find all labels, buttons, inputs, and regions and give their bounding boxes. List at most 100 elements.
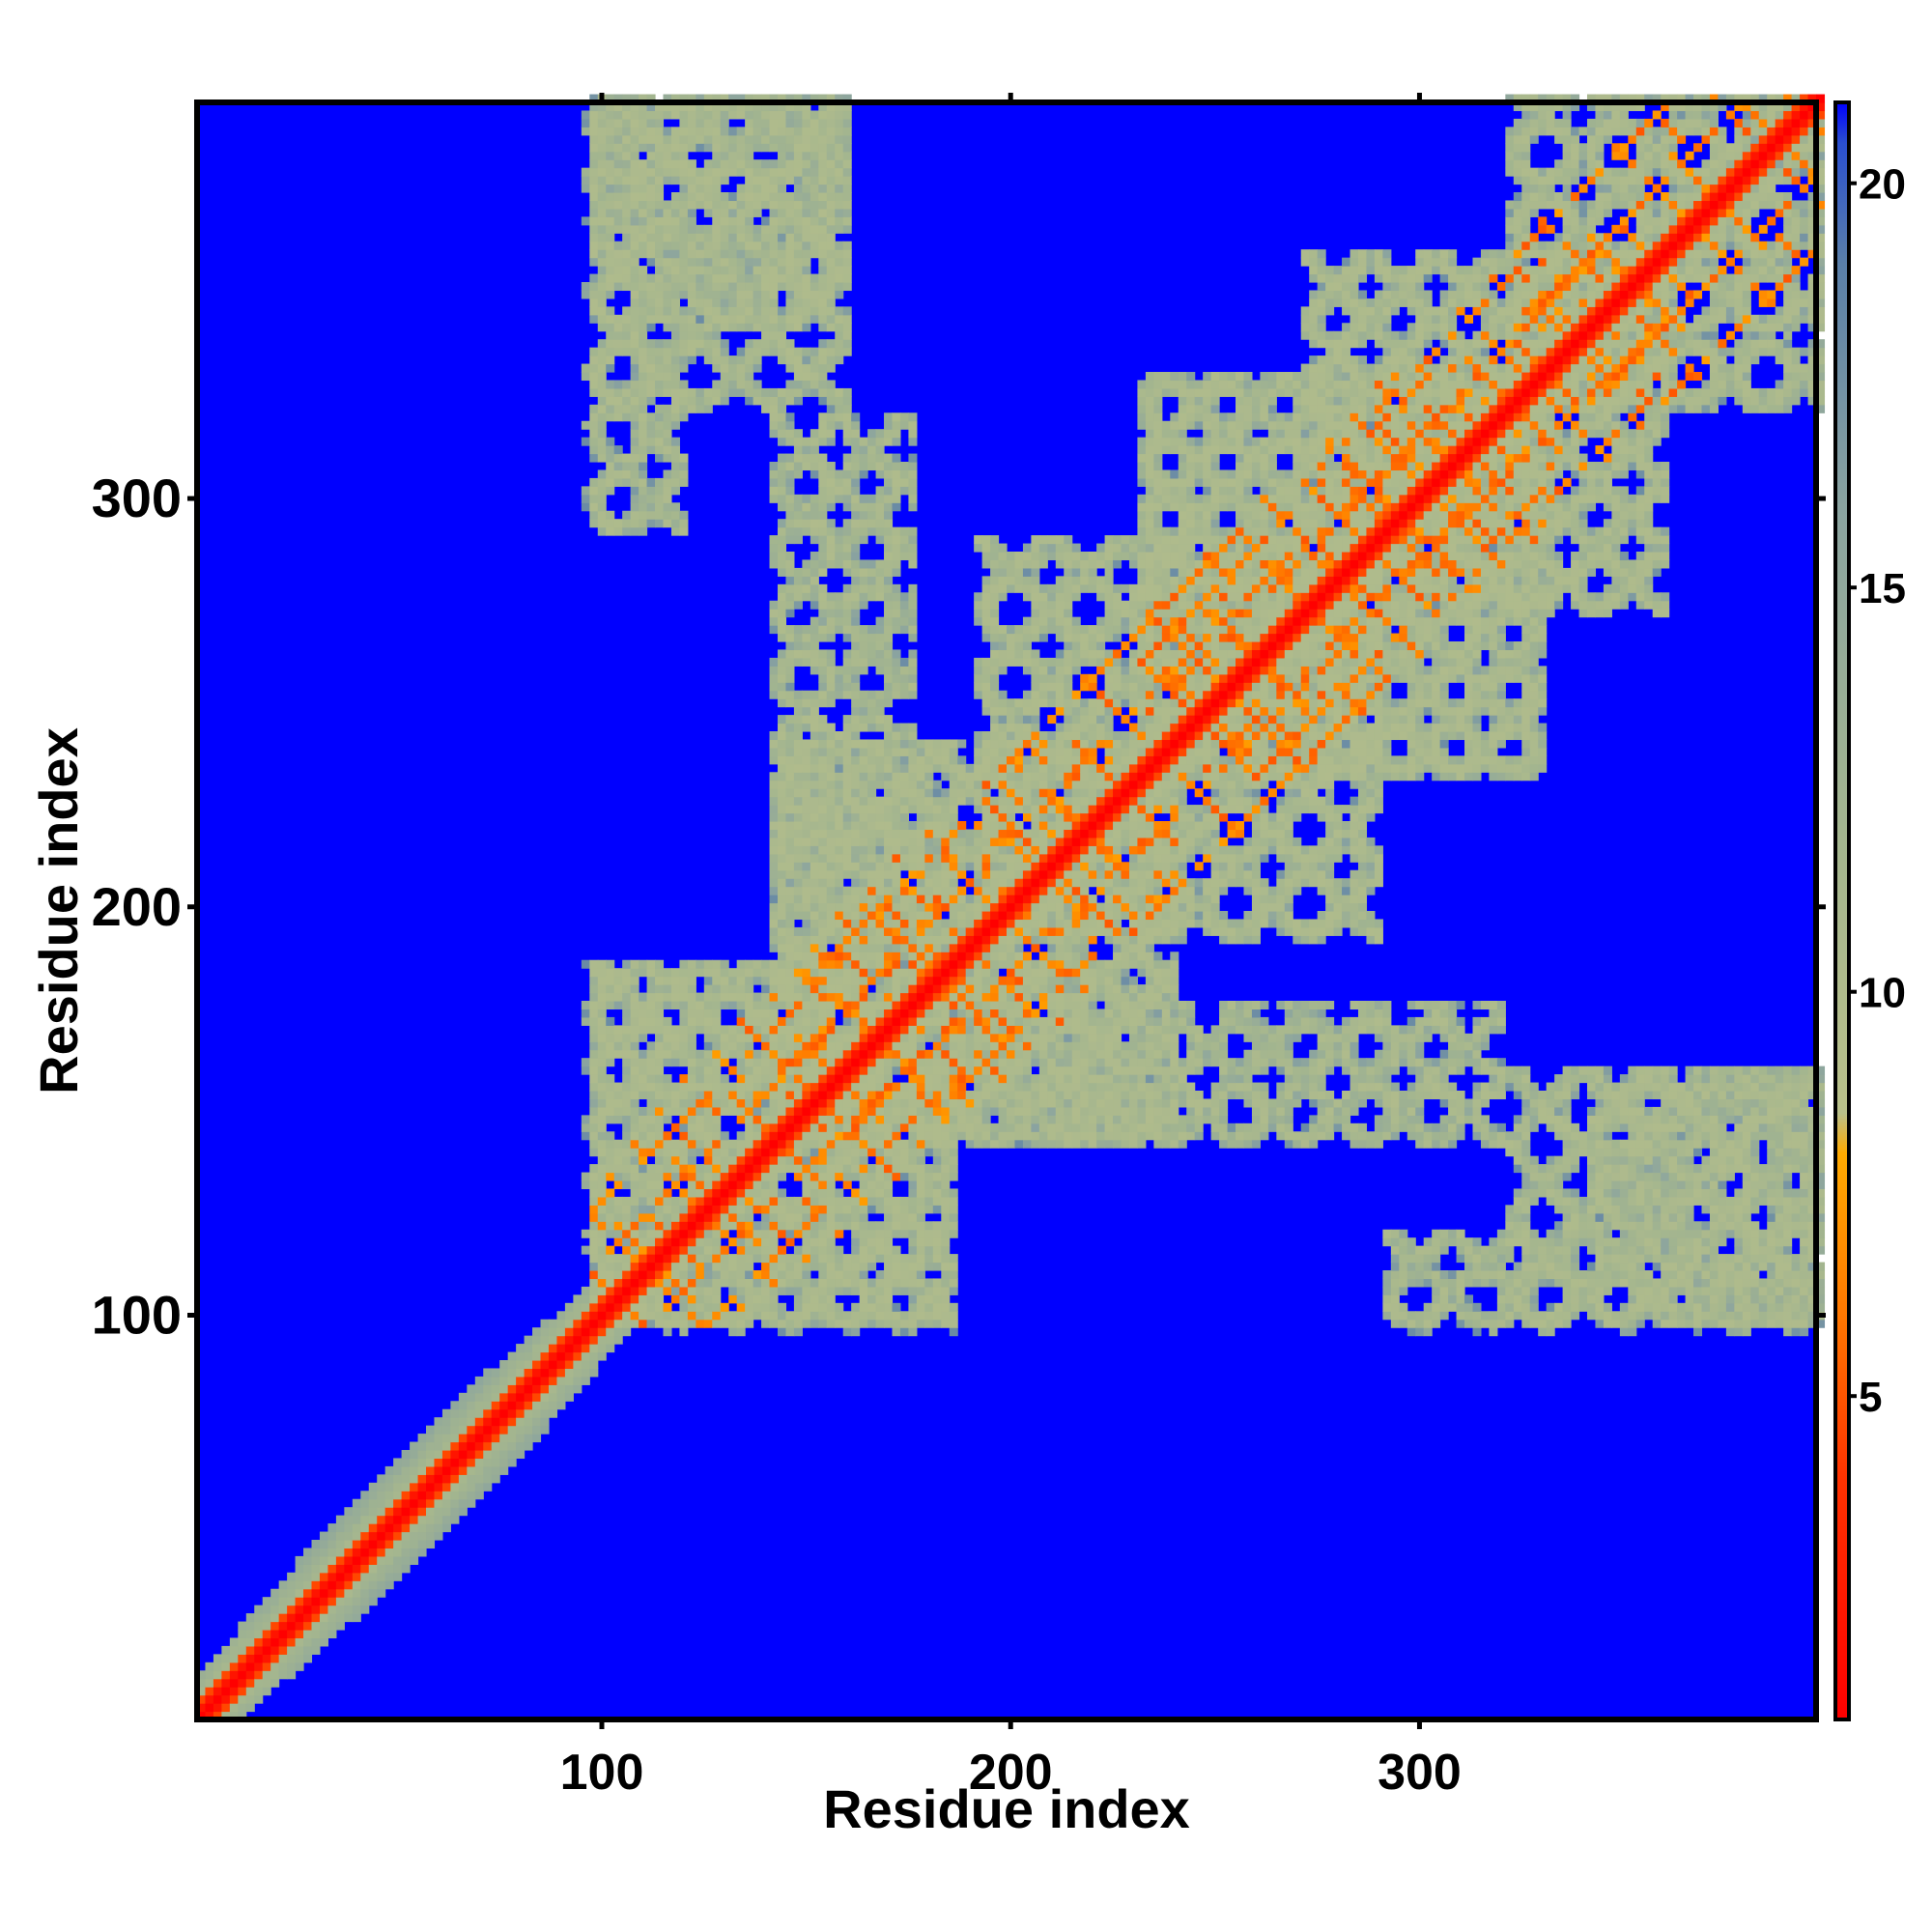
heatmap-cell xyxy=(736,1270,746,1280)
heatmap-cell xyxy=(670,1082,680,1092)
heatmap-cell xyxy=(524,1425,533,1435)
heatmap-cell xyxy=(720,167,729,177)
heatmap-cell xyxy=(899,902,909,912)
heatmap-cell xyxy=(916,1237,925,1247)
heatmap-cell xyxy=(622,1148,632,1157)
heatmap-cell xyxy=(564,1368,574,1378)
heatmap-cell xyxy=(793,1041,803,1051)
heatmap-cell xyxy=(703,241,713,250)
heatmap-cell xyxy=(745,1212,754,1222)
heatmap-cell xyxy=(589,224,599,234)
heatmap-cell xyxy=(606,1286,615,1295)
heatmap-cell xyxy=(753,1115,762,1124)
heatmap-cell xyxy=(728,1180,738,1190)
heatmap-cell xyxy=(696,1278,705,1288)
heatmap-cell xyxy=(639,462,648,471)
heatmap-cell xyxy=(810,1237,819,1247)
heatmap-cell xyxy=(483,1376,493,1385)
heatmap-cell xyxy=(622,380,632,389)
heatmap-cell xyxy=(639,224,648,234)
heatmap-cell xyxy=(924,959,934,969)
heatmap-cell xyxy=(777,1139,787,1149)
heatmap-cell xyxy=(818,266,828,275)
heatmap-cell xyxy=(899,862,909,871)
heatmap-cell xyxy=(597,486,607,496)
heatmap-cell xyxy=(867,845,877,855)
heatmap-cell xyxy=(556,1368,566,1378)
heatmap-cell xyxy=(622,266,632,275)
heatmap-cell xyxy=(352,1507,361,1517)
heatmap-cell xyxy=(924,952,934,961)
heatmap-cell xyxy=(924,796,934,806)
heatmap-cell xyxy=(835,1172,844,1181)
heatmap-cell xyxy=(687,396,696,406)
heatmap-cell xyxy=(622,453,632,463)
heatmap-cell xyxy=(892,1229,901,1238)
heatmap-cell xyxy=(450,1482,460,1492)
heatmap-cell xyxy=(769,673,779,683)
heatmap-cell xyxy=(639,1229,648,1238)
heatmap-cell xyxy=(417,1507,427,1517)
heatmap-cell xyxy=(884,1106,894,1116)
heatmap-cell xyxy=(842,1016,852,1026)
heatmap-cell xyxy=(564,1344,574,1353)
heatmap-cell xyxy=(785,469,795,479)
heatmap-cell xyxy=(793,943,803,952)
heatmap-cell xyxy=(785,519,795,528)
heatmap-cell xyxy=(867,902,877,912)
heatmap-cell xyxy=(745,1237,754,1247)
heatmap-cell xyxy=(606,151,615,160)
heatmap-cell xyxy=(777,1106,787,1116)
heatmap-cell xyxy=(679,453,689,463)
heatmap-cell xyxy=(655,1164,665,1174)
heatmap-cell xyxy=(908,976,918,985)
heatmap-cell xyxy=(859,984,868,994)
heatmap-cell xyxy=(892,1148,901,1157)
heatmap-cell xyxy=(867,453,877,463)
heatmap-cell xyxy=(769,1041,779,1051)
heatmap-cell xyxy=(777,1212,787,1222)
heatmap-cell xyxy=(802,445,811,455)
heatmap-cell xyxy=(410,1458,419,1467)
heatmap-cell xyxy=(262,1678,271,1688)
heatmap-cell xyxy=(899,1319,909,1328)
heatmap-cell xyxy=(344,1580,354,1590)
heatmap-cell xyxy=(802,363,811,373)
heatmap-cell xyxy=(712,1016,722,1026)
heatmap-cell xyxy=(867,772,877,781)
heatmap-cell xyxy=(867,1009,877,1018)
heatmap-cell xyxy=(703,323,713,332)
heatmap-cell xyxy=(597,363,607,373)
heatmap-cell xyxy=(712,1148,722,1157)
heatmap-cell xyxy=(924,1229,934,1238)
heatmap-cell xyxy=(360,1531,370,1541)
heatmap-cell xyxy=(630,257,639,267)
heatmap-cell xyxy=(761,347,771,356)
heatmap-cell xyxy=(663,1205,672,1214)
heatmap-cell xyxy=(728,314,738,324)
heatmap-cell xyxy=(892,1106,901,1116)
heatmap-cell xyxy=(736,355,746,365)
heatmap-cell xyxy=(524,1360,533,1370)
heatmap-cell xyxy=(613,1041,623,1051)
heatmap-cell xyxy=(630,1164,639,1174)
heatmap-cell xyxy=(875,486,885,496)
heatmap-cell xyxy=(417,1465,427,1475)
heatmap-cell xyxy=(949,902,958,912)
heatmap-cell xyxy=(639,184,648,193)
heatmap-cell xyxy=(434,1441,443,1451)
heatmap-cell xyxy=(613,216,623,226)
heatmap-cell xyxy=(932,1065,942,1075)
heatmap-cell xyxy=(818,1139,828,1149)
heatmap-cell xyxy=(703,134,713,144)
heatmap-cell xyxy=(703,257,713,267)
heatmap-cell xyxy=(793,739,803,749)
heatmap-cell xyxy=(630,266,639,275)
heatmap-cell xyxy=(818,1196,828,1206)
heatmap-cell xyxy=(745,233,754,242)
heatmap-cell xyxy=(670,1311,680,1321)
heatmap-cell xyxy=(687,330,696,340)
heatmap-cell xyxy=(377,1531,386,1541)
heatmap-cell xyxy=(793,363,803,373)
heatmap-cell xyxy=(899,1009,909,1018)
